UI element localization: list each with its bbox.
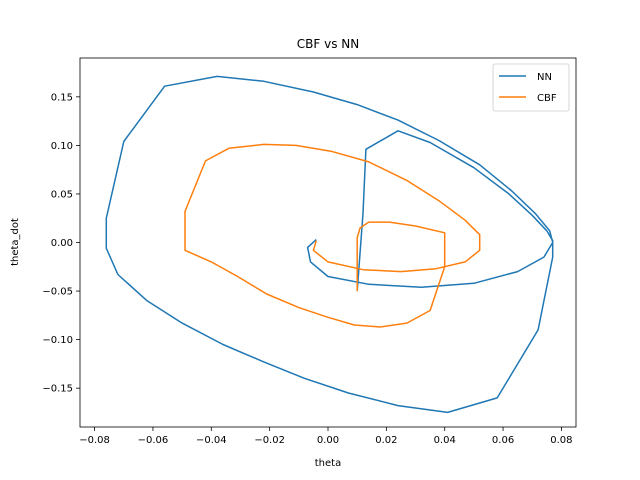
y-axis-label: theta_dot (10, 218, 21, 266)
x-axis-label: theta (315, 458, 341, 469)
y-tick-label: −0.15 (42, 384, 73, 395)
legend-label-cbf: CBF (537, 93, 557, 104)
x-tick-label: −0.06 (138, 435, 169, 446)
y-tick-label: 0.10 (51, 141, 73, 152)
ticks-layer: −0.08 −0.06 −0.04 −0.02 0.00 0.02 0.04 0.06 0.08… (42, 92, 572, 446)
x-tick-label: 0.00 (317, 435, 339, 446)
y-tick-label: −0.10 (42, 335, 73, 346)
y-tick-label: 0.15 (51, 92, 73, 103)
x-tick-label: −0.02 (254, 435, 285, 446)
plot-frame (79, 57, 577, 428)
x-tick-label: 0.08 (550, 435, 572, 446)
legend: NN CBF (492, 63, 570, 112)
series-layer (105, 75, 554, 414)
chart-title: CBF vs NN (297, 37, 359, 51)
x-tick-label: 0.04 (434, 435, 456, 446)
x-tick-label: 0.02 (375, 435, 397, 446)
x-tick-label: 0.06 (492, 435, 514, 446)
y-tick-label: −0.05 (42, 287, 73, 298)
x-tick-label: −0.04 (196, 435, 227, 446)
legend-label-nn: NN (537, 72, 552, 83)
x-tick-label: −0.08 (79, 435, 110, 446)
y-tick-label: 0.05 (51, 189, 73, 200)
series-line-nn (105, 75, 554, 414)
plot-area (80, 58, 576, 427)
series-line-cbf (184, 143, 481, 328)
y-tick-label: 0.00 (51, 238, 73, 249)
legend-box (492, 63, 570, 112)
